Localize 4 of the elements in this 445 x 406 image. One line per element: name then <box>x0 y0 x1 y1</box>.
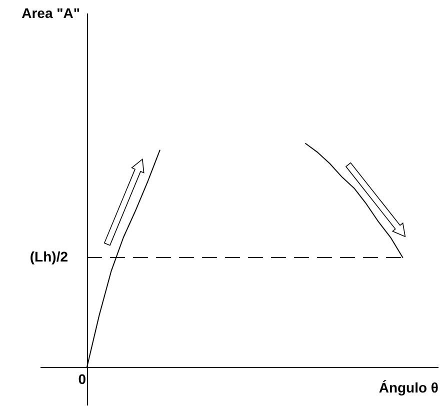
ref-line-label: (Lh)/2 <box>30 248 68 264</box>
x-axis-title: Ángulo θ <box>378 380 438 396</box>
text: Area "A" <box>22 5 80 21</box>
annotation: 0 <box>78 371 86 388</box>
